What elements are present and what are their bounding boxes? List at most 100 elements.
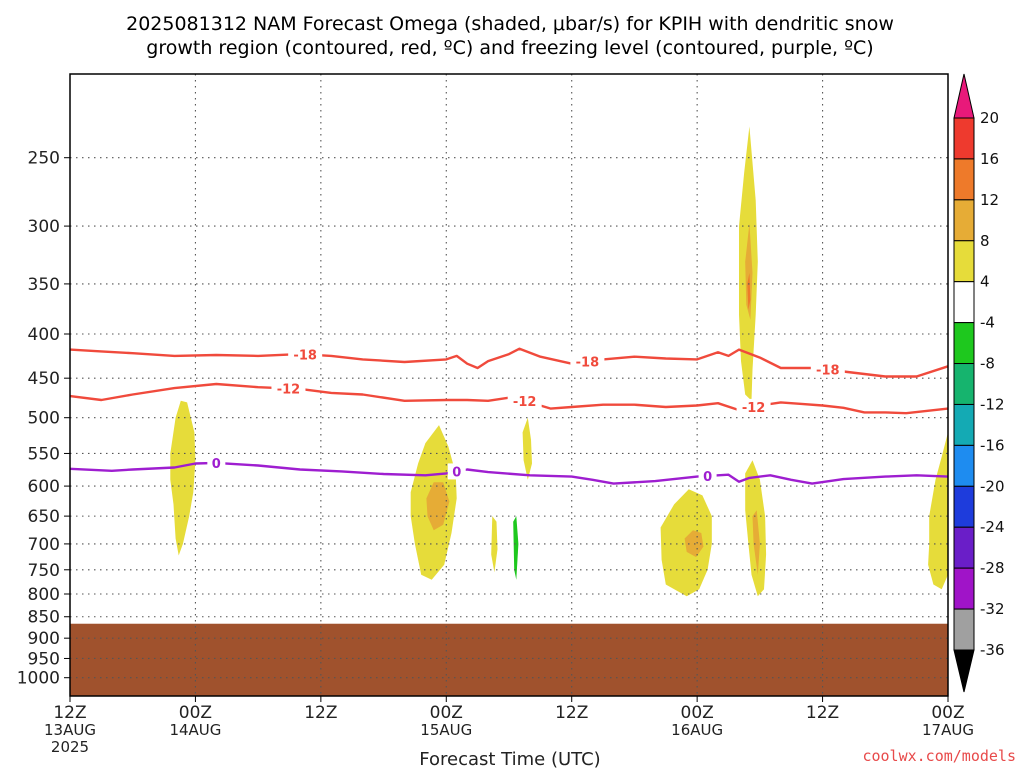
contour-label-bg-3-1 xyxy=(207,454,226,471)
omega-region-14 xyxy=(352,491,362,504)
omega-region-9 xyxy=(745,223,753,320)
colorbar-label-7: -8 xyxy=(980,355,995,373)
terrain-layer xyxy=(70,623,948,696)
contour-label-3-1: 0 xyxy=(212,457,221,472)
omega-region-19 xyxy=(769,439,786,565)
colorbar-swatch-4 xyxy=(953,240,975,283)
contour-label-3-2: 0 xyxy=(452,465,461,480)
x-tick-label-36-0: 00Z xyxy=(430,703,463,723)
y-tick-label-900: 900 xyxy=(28,629,60,649)
contour-label-2-3: -12 xyxy=(742,401,766,416)
contour-label-bg-3-2 xyxy=(447,463,466,480)
contour-line-2 xyxy=(69,382,949,415)
omega-region-1 xyxy=(170,400,196,556)
x-tick-label-84-0: 00Z xyxy=(931,703,964,723)
y-axis: 2503003504004505005506006507007508008509… xyxy=(17,149,70,689)
colorbar-swatch-13 xyxy=(953,608,975,651)
colorbar-swatch-11 xyxy=(953,526,975,569)
y-tick-label-950: 950 xyxy=(28,649,60,669)
y-tick-label-300: 300 xyxy=(28,217,60,237)
y-tick-label-450: 450 xyxy=(28,369,60,389)
contour-layer: -18 -18 -18 -12 -12 -12 0 0 0 xyxy=(69,346,949,485)
x-tick-label-60-1: 16AUG xyxy=(671,721,723,739)
omega-region-10 xyxy=(747,273,751,310)
contour-label-1-2: -18 xyxy=(576,356,600,371)
omega-region-20 xyxy=(815,374,836,461)
x-tick-label-0-2: 2025 xyxy=(51,738,89,756)
grid-layer xyxy=(70,74,948,696)
x-tick-label-36-1: 15AUG xyxy=(420,721,472,739)
x-tick-label-12-0: 00Z xyxy=(179,703,212,723)
contour-label-bg-1-2 xyxy=(570,353,605,370)
x-tick-label-84-1: 17AUG xyxy=(922,721,974,739)
omega-region-12 xyxy=(752,510,760,575)
colorbar-label-2: 16 xyxy=(980,150,999,168)
contour-label-1-3: -18 xyxy=(816,364,840,379)
colorbar-label-12: -28 xyxy=(980,559,1005,577)
colorbar-swatch-7 xyxy=(953,363,975,405)
colorbar-bottom-arrow xyxy=(953,649,975,693)
y-tick-label-800: 800 xyxy=(28,585,60,605)
colorbar-label-5: 4 xyxy=(980,273,990,291)
y-tick-label-700: 700 xyxy=(28,535,60,555)
chart-title-line-1: 2025081312 NAM Forecast Omega (shaded, μ… xyxy=(126,13,894,35)
x-tick-label-0-1: 13AUG xyxy=(44,721,96,739)
colorbar-swatch-2 xyxy=(953,158,975,201)
chart-title-line-2: growth region (contoured, red, ºC) and f… xyxy=(146,37,873,59)
y-tick-label-400: 400 xyxy=(28,325,60,345)
contour-label-3-3: 0 xyxy=(703,470,712,485)
colorbar-label-11: -24 xyxy=(980,518,1005,536)
omega-region-5 xyxy=(522,417,532,480)
x-tick-label-48-0: 12Z xyxy=(555,703,588,723)
colorbar-label-10: -20 xyxy=(980,477,1005,495)
colorbar-swatch-10 xyxy=(953,485,975,528)
x-tick-label-60-0: 00Z xyxy=(681,703,714,723)
contour-label-bg-1-3 xyxy=(810,361,845,378)
colorbar-label-14: -36 xyxy=(980,641,1005,659)
colorbar-swatch-1 xyxy=(953,117,975,160)
x-tick-label-0-0: 12Z xyxy=(53,703,86,723)
y-tick-label-850: 850 xyxy=(28,608,60,628)
colorbar-swatch-5 xyxy=(953,281,975,324)
colorbar-label-3: 12 xyxy=(980,191,999,209)
contour-label-bg-2-2 xyxy=(507,393,542,410)
plot-area: -18 -18 -18 -12 -12 -12 0 0 0 xyxy=(69,73,949,697)
plot-frame xyxy=(69,73,949,697)
omega-region-3 xyxy=(426,482,450,531)
contour-label-2-1: -12 xyxy=(277,382,301,397)
y-tick-label-250: 250 xyxy=(28,149,60,169)
contour-label-bg-2-1 xyxy=(271,380,306,397)
y-tick-label-650: 650 xyxy=(28,507,60,527)
colorbar-label-8: -12 xyxy=(980,395,1005,413)
colorbar-label-6: -4 xyxy=(980,314,995,332)
x-tick-label-24-0: 12Z xyxy=(304,703,337,723)
colorbar-top-arrow xyxy=(953,73,975,119)
y-tick-label-600: 600 xyxy=(28,477,60,497)
colorbar-label-1: 20 xyxy=(980,109,999,127)
colorbar-label-4: 8 xyxy=(980,232,990,250)
credit-text: coolwx.com/models xyxy=(862,747,1016,765)
x-tick-label-72-0: 12Z xyxy=(806,703,839,723)
contour-line-1 xyxy=(69,347,949,378)
colorbar-label-13: -32 xyxy=(980,600,1005,618)
contour-label-2-2: -12 xyxy=(513,395,537,410)
colorbar-swatch-8 xyxy=(953,403,975,446)
x-tick-label-12-1: 14AUG xyxy=(169,721,221,739)
contour-label-bg-2-3 xyxy=(736,398,771,415)
colorbar-swatch-6 xyxy=(953,322,975,365)
omega-region-4 xyxy=(491,516,498,573)
colorbar-swatch-12 xyxy=(953,567,975,610)
y-tick-label-750: 750 xyxy=(28,561,60,581)
colorbar-swatch-9 xyxy=(953,444,975,487)
contour-label-1-1: -18 xyxy=(293,348,317,363)
colorbar-swatch-3 xyxy=(953,199,975,242)
contour-label-bg-1-1 xyxy=(288,346,323,363)
colorbar-label-9: -16 xyxy=(980,436,1005,454)
y-tick-label-500: 500 xyxy=(28,409,60,429)
y-tick-label-550: 550 xyxy=(28,444,60,464)
y-tick-label-1000: 1000 xyxy=(17,669,60,689)
omega-region-13 xyxy=(928,432,948,590)
contour-label-bg-3-3 xyxy=(698,467,717,484)
